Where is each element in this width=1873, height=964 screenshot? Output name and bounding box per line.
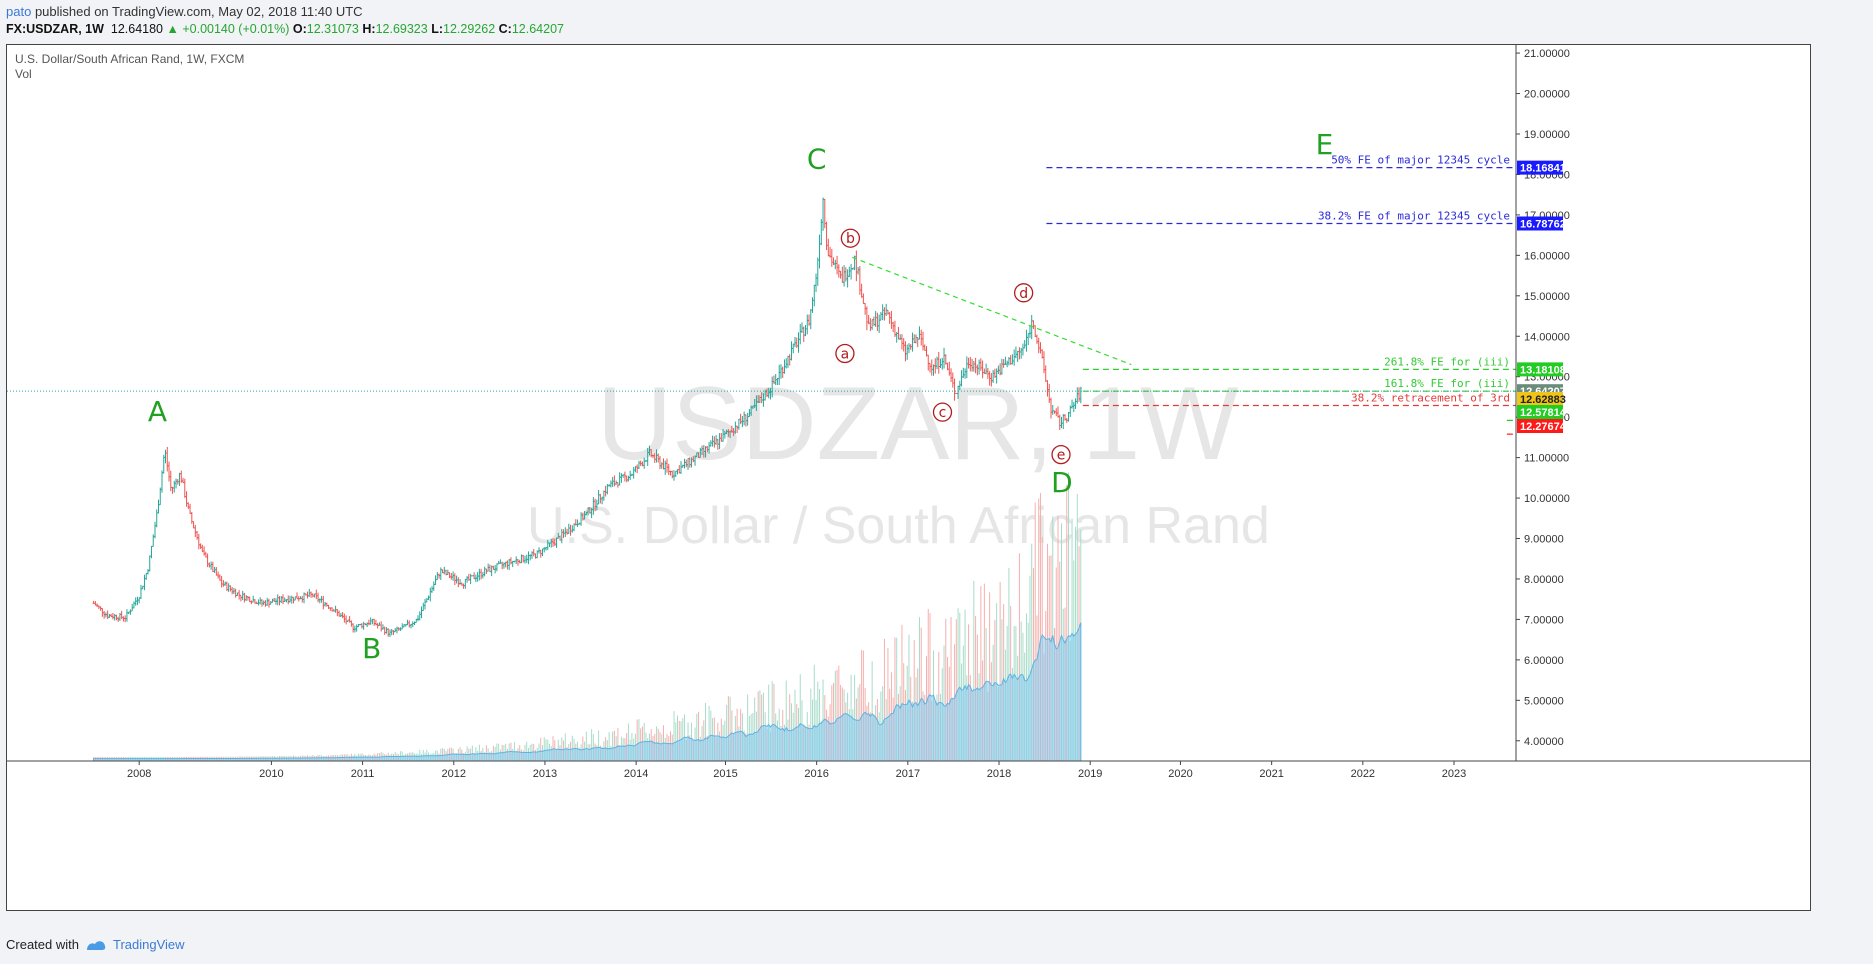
fib-level-label: 38.2% FE of major 12345 cycle bbox=[1318, 209, 1510, 222]
price-tag bbox=[1517, 216, 1563, 231]
fib-levels: 50% FE of major 12345 cycle 38.2% FE of m… bbox=[1046, 154, 1516, 435]
time-tick-label: 2023 bbox=[1442, 768, 1466, 780]
price-tick-label: 11.00000 bbox=[1524, 453, 1569, 465]
time-tick-label: 2012 bbox=[442, 768, 466, 780]
wave-label-minor: c bbox=[939, 405, 947, 421]
publish-info: pato published on TradingView.com, May 0… bbox=[6, 4, 363, 20]
fib-level-label: 161.8% FE for (iii) bbox=[1384, 377, 1510, 390]
price-tag-label: 13.18108 bbox=[1520, 364, 1566, 376]
volume-ma-area bbox=[93, 622, 1082, 762]
wave-label-minor: b bbox=[846, 231, 855, 247]
time-tick-label: 2021 bbox=[1259, 768, 1283, 780]
wave-label-minor: e bbox=[1057, 448, 1066, 464]
low-label: L: bbox=[431, 22, 444, 36]
price-tick-label: 16.00000 bbox=[1524, 250, 1570, 262]
footer: Created with TradingView bbox=[6, 937, 185, 952]
time-tick-label: 2013 bbox=[533, 768, 557, 780]
high-value: 12.69323 bbox=[375, 22, 428, 36]
watermark-description: U.S. Dollar / South African Rand bbox=[527, 497, 1270, 555]
time-tick-label: 2017 bbox=[896, 768, 920, 780]
fib-level-label: 261.8% FE for (iii) bbox=[1384, 355, 1510, 368]
wave-label-major: D bbox=[1051, 466, 1073, 499]
symbol-label: FX:USDZAR, 1W bbox=[6, 22, 104, 36]
price-tag-label: 12.27674 bbox=[1520, 421, 1567, 433]
legend-volume: Vol bbox=[15, 67, 32, 81]
price-tick-label: 19.00000 bbox=[1524, 129, 1570, 141]
wave-label-major: A bbox=[148, 395, 167, 428]
wave-label-minor-circle bbox=[840, 228, 861, 248]
chart-frame[interactable]: USDZAR, 1W U.S. Dollar / South African R… bbox=[6, 44, 1811, 911]
trendline-layer bbox=[852, 256, 1132, 366]
price-tick-label: 7.00000 bbox=[1524, 614, 1564, 626]
price-tick-label: 21.00000 bbox=[1524, 48, 1570, 60]
high-label: H: bbox=[362, 22, 376, 36]
created-with-text: Created with bbox=[6, 937, 79, 952]
time-tick-label: 2018 bbox=[987, 768, 1011, 780]
author-link[interactable]: pato bbox=[6, 4, 32, 19]
legend-title: U.S. Dollar/South African Rand, 1W, FXCM bbox=[15, 52, 245, 66]
wave-label-major: E bbox=[1316, 128, 1334, 161]
time-tick-label: 2008 bbox=[127, 768, 151, 780]
time-tick-label: 2016 bbox=[804, 768, 828, 780]
price-tag bbox=[1517, 405, 1563, 419]
price-tick-label: 20.00000 bbox=[1524, 89, 1570, 101]
time-tick-label: 2010 bbox=[259, 768, 283, 780]
fib-level-label: 38.2% retracement of 3rd bbox=[1351, 391, 1510, 404]
price-tag bbox=[1517, 362, 1563, 377]
price-tick-label: 4.00000 bbox=[1524, 736, 1564, 748]
candles-layer bbox=[92, 197, 1082, 637]
time-tick-label: 2019 bbox=[1078, 768, 1102, 780]
watermark-symbol: USDZAR, 1W bbox=[597, 366, 1238, 482]
low-value: 12.29262 bbox=[443, 22, 496, 36]
open-label: O: bbox=[292, 22, 307, 36]
wave-label-major: B bbox=[362, 632, 381, 665]
last-price: 12.64180 bbox=[110, 22, 164, 36]
price-tick-label: 8.00000 bbox=[1524, 574, 1564, 586]
time-tick-label: 2014 bbox=[624, 768, 648, 780]
price-tick-label: 15.00000 bbox=[1524, 291, 1570, 303]
price-tag-label: 18.16841 bbox=[1520, 163, 1566, 175]
tradingview-brand: TradingView bbox=[112, 937, 185, 952]
price-chart[interactable]: USDZAR, 1W U.S. Dollar / South African R… bbox=[7, 45, 1810, 910]
time-tick-label: 2022 bbox=[1351, 768, 1375, 780]
fib-level-label: 50% FE of major 12345 cycle bbox=[1331, 154, 1510, 167]
price-tag-label: 16.78762 bbox=[1520, 218, 1566, 230]
wave-label-major: C bbox=[807, 142, 827, 175]
tradingview-link[interactable]: TradingView bbox=[85, 937, 185, 952]
price-tick-label: 9.00000 bbox=[1524, 534, 1564, 546]
price-tag bbox=[1517, 392, 1563, 406]
price-change: ▲ +0.00140 (+0.01%) bbox=[166, 22, 290, 36]
open-value: 12.31073 bbox=[306, 22, 359, 36]
close-label: C: bbox=[498, 22, 512, 36]
wave-label-minor-circle bbox=[932, 402, 953, 422]
price-tags: 18.1684116.7876213.1810812.6420712.62883… bbox=[1517, 160, 1567, 433]
price-tick-label: 10.00000 bbox=[1524, 493, 1570, 505]
time-tick-label: 2015 bbox=[713, 768, 737, 780]
price-tick-label: 5.00000 bbox=[1524, 695, 1564, 707]
price-tick-label: 6.00000 bbox=[1524, 655, 1564, 667]
price-tag bbox=[1517, 419, 1563, 433]
wave-label-minor-circle bbox=[1013, 283, 1034, 303]
wave-label-minor-circle bbox=[1051, 444, 1071, 465]
price-tag-label: 12.57814 bbox=[1520, 407, 1567, 419]
triangle-trendline bbox=[852, 256, 1132, 366]
wave-label-minor: a bbox=[841, 347, 850, 363]
tradingview-logo-icon bbox=[86, 940, 106, 950]
wave-label-minor: d bbox=[1019, 286, 1028, 302]
close-value: 12.64207 bbox=[511, 22, 564, 36]
wave-label-minor-circle bbox=[835, 343, 855, 364]
publish-text: published on TradingView.com, May 02, 20… bbox=[34, 4, 363, 19]
price-tick-label: 14.00000 bbox=[1524, 331, 1570, 343]
time-axis[interactable]: 2008 2010 2011 2012 2013 2014 2015 2016 2017 2018… bbox=[127, 761, 1466, 780]
volume-layer bbox=[93, 472, 1082, 762]
watermark: USDZAR, 1W U.S. Dollar / South African R… bbox=[527, 366, 1270, 555]
wave-labels: A B C D Ea b c d e bbox=[148, 128, 1334, 665]
time-tick-label: 2011 bbox=[351, 768, 375, 780]
price-tag bbox=[1517, 160, 1563, 175]
time-tick-label: 2020 bbox=[1168, 768, 1192, 780]
quote-line: FX:USDZAR, 1W 12.64180 ▲ +0.00140 (+0.01… bbox=[6, 21, 564, 37]
price-tag-label: 12.62883 bbox=[1520, 394, 1566, 406]
